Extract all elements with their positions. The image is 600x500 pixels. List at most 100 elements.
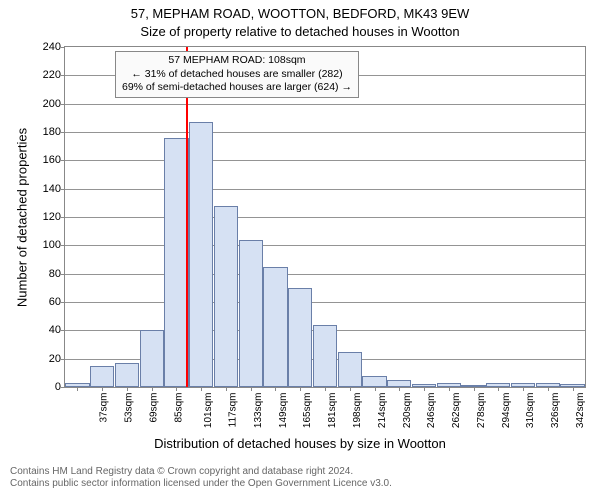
histogram-bar [263, 267, 287, 387]
x-tick-mark [449, 387, 450, 391]
x-tick-mark [275, 387, 276, 391]
chart-title-sub: Size of property relative to detached ho… [0, 24, 600, 39]
x-tick-mark [375, 387, 376, 391]
x-tick-label: 262sqm [451, 393, 462, 429]
footer-line2: Contains public sector information licen… [10, 478, 392, 490]
y-tick-label: 180 [43, 126, 61, 138]
x-tick-label: 165sqm [303, 393, 314, 429]
x-tick-mark [152, 387, 153, 391]
y-tick-label: 120 [43, 211, 61, 223]
x-tick-mark [424, 387, 425, 391]
y-tick-label: 40 [49, 324, 61, 336]
x-axis-label: Distribution of detached houses by size … [0, 436, 600, 451]
x-tick-label: 53sqm [124, 393, 135, 423]
reference-line [186, 47, 188, 387]
y-tick-mark [61, 302, 65, 303]
gridline [65, 217, 585, 218]
y-tick-mark [61, 274, 65, 275]
x-tick-mark [474, 387, 475, 391]
histogram-bar [338, 352, 362, 387]
x-tick-label: 198sqm [352, 393, 363, 429]
y-tick-label: 80 [49, 268, 61, 280]
histogram-bar [115, 363, 139, 387]
x-tick-mark [300, 387, 301, 391]
x-tick-mark [498, 387, 499, 391]
x-tick-mark [573, 387, 574, 391]
histogram-bar [239, 240, 263, 387]
x-tick-label: 230sqm [402, 393, 413, 429]
histogram-bar [214, 206, 238, 387]
gridline [65, 274, 585, 275]
histogram-bar [313, 325, 337, 387]
x-tick-mark [127, 387, 128, 391]
x-tick-label: 214sqm [377, 393, 388, 429]
annotation-line3: 69% of semi-detached houses are larger (… [122, 81, 352, 95]
x-tick-mark [548, 387, 549, 391]
y-tick-label: 240 [43, 41, 61, 53]
y-tick-mark [61, 75, 65, 76]
histogram-bar [288, 288, 312, 387]
annotation-line1: 57 MEPHAM ROAD: 108sqm [122, 54, 352, 68]
histogram-bar [90, 366, 114, 387]
histogram-bar [140, 330, 164, 387]
x-tick-label: 37sqm [99, 393, 110, 423]
y-tick-mark [61, 104, 65, 105]
x-tick-label: 69sqm [148, 393, 159, 423]
x-tick-mark [251, 387, 252, 391]
x-tick-mark [399, 387, 400, 391]
x-tick-label: 85sqm [173, 393, 184, 423]
y-tick-mark [61, 189, 65, 190]
x-tick-label: 101sqm [204, 393, 215, 429]
histogram-bar [189, 122, 213, 387]
gridline [65, 132, 585, 133]
y-tick-mark [61, 330, 65, 331]
y-tick-label: 200 [43, 98, 61, 110]
x-tick-label: 278sqm [476, 393, 487, 429]
x-tick-label: 133sqm [253, 393, 264, 429]
x-tick-label: 117sqm [228, 393, 239, 428]
y-tick-mark [61, 217, 65, 218]
x-tick-label: 181sqm [327, 393, 338, 429]
y-tick-mark [61, 160, 65, 161]
gridline [65, 104, 585, 105]
x-tick-label: 294sqm [501, 393, 512, 429]
y-tick-label: 140 [43, 183, 61, 195]
x-tick-mark [350, 387, 351, 391]
x-tick-mark [102, 387, 103, 391]
histogram-bar [387, 380, 411, 387]
x-tick-mark [523, 387, 524, 391]
histogram-bar [362, 376, 386, 387]
x-tick-mark [226, 387, 227, 391]
y-tick-label: 220 [43, 69, 61, 81]
annotation-line2: ← 31% of detached houses are smaller (28… [122, 68, 352, 82]
y-tick-label: 60 [49, 296, 61, 308]
x-tick-label: 326sqm [550, 393, 561, 429]
footer-attribution: Contains HM Land Registry data © Crown c… [10, 466, 392, 490]
y-tick-label: 100 [43, 239, 61, 251]
y-tick-mark [61, 387, 65, 388]
x-tick-label: 149sqm [278, 393, 289, 429]
y-tick-label: 160 [43, 154, 61, 166]
x-tick-mark [176, 387, 177, 391]
gridline [65, 160, 585, 161]
y-tick-mark [61, 132, 65, 133]
chart-title-main: 57, MEPHAM ROAD, WOOTTON, BEDFORD, MK43 … [0, 6, 600, 21]
gridline [65, 245, 585, 246]
chart-container: 57, MEPHAM ROAD, WOOTTON, BEDFORD, MK43 … [0, 0, 600, 500]
gridline [65, 302, 585, 303]
footer-line1: Contains HM Land Registry data © Crown c… [10, 466, 392, 478]
y-tick-mark [61, 359, 65, 360]
x-tick-mark [77, 387, 78, 391]
y-tick-mark [61, 245, 65, 246]
annotation-box: 57 MEPHAM ROAD: 108sqm ← 31% of detached… [115, 51, 359, 98]
x-tick-mark [201, 387, 202, 391]
y-axis-label: Number of detached properties [15, 118, 30, 318]
gridline [65, 189, 585, 190]
x-tick-label: 246sqm [426, 393, 437, 429]
plot-area: 02040608010012014016018020022024037sqm53… [64, 46, 586, 388]
y-tick-label: 20 [49, 353, 61, 365]
x-tick-mark [325, 387, 326, 391]
x-tick-label: 342sqm [575, 393, 586, 429]
y-tick-mark [61, 47, 65, 48]
x-tick-label: 310sqm [525, 393, 536, 429]
